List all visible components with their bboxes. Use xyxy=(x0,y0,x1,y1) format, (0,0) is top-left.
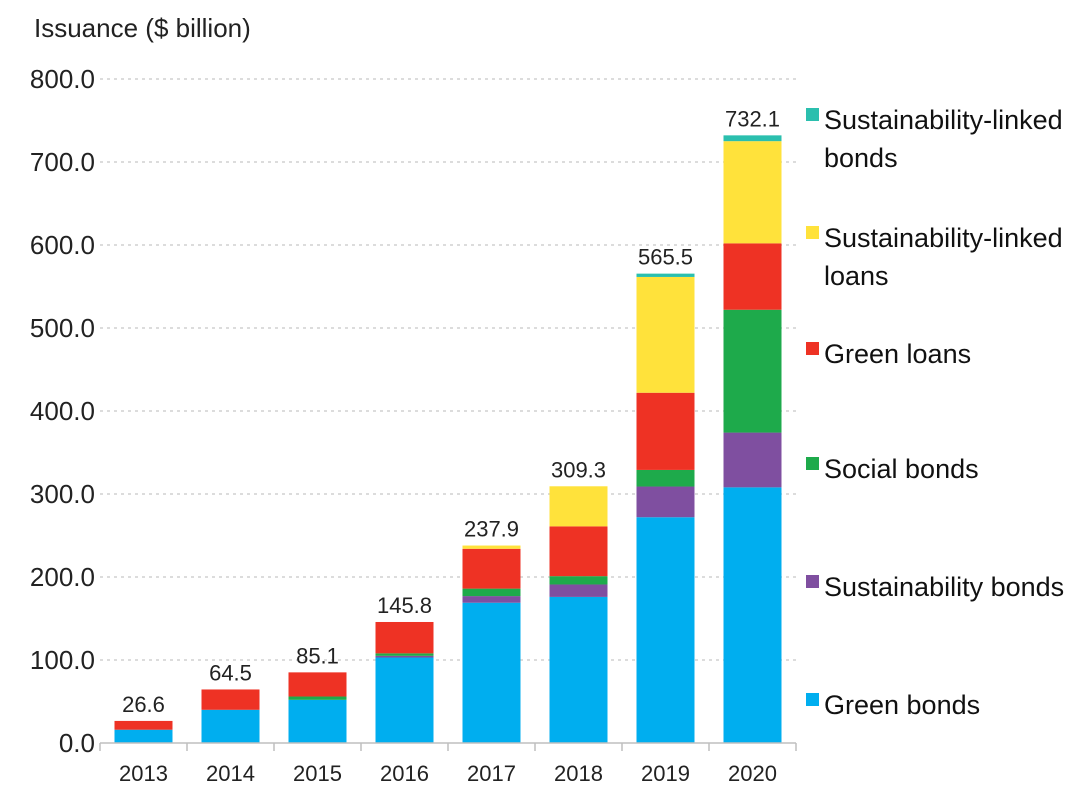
x-tick-label: 2013 xyxy=(119,761,168,786)
legend-label: bonds xyxy=(824,143,898,173)
bar-segment xyxy=(723,141,782,244)
legend: Sustainability-linked bonds Sustainability… xyxy=(806,105,1064,720)
bar-segment xyxy=(375,655,434,658)
total-label: 145.8 xyxy=(377,593,432,618)
legend-swatch xyxy=(806,693,819,706)
bar-segment xyxy=(462,545,521,549)
bar-segment xyxy=(549,486,608,527)
legend-label: Social bonds xyxy=(824,454,979,484)
bar-segment xyxy=(723,487,782,743)
bar-segment xyxy=(462,596,521,603)
bar-segment xyxy=(549,584,608,597)
bar-segment xyxy=(549,526,608,577)
legend-swatch xyxy=(806,457,819,470)
bar-segment xyxy=(375,657,434,743)
total-label: 565.5 xyxy=(638,245,693,270)
bar-segment xyxy=(723,243,782,310)
y-axis-label: Issuance ($ billion) xyxy=(34,13,251,43)
legend-swatch xyxy=(806,226,819,239)
bar-segment xyxy=(114,720,173,730)
y-tick-label: 0.0 xyxy=(59,728,95,758)
bar-segment xyxy=(114,729,173,743)
bar-segment xyxy=(636,273,695,277)
y-tick-label: 100.0 xyxy=(30,645,95,675)
x-tick-label: 2015 xyxy=(293,761,342,786)
bar-segment xyxy=(723,432,782,488)
legend-swatch xyxy=(806,575,819,588)
legend-label: Green loans xyxy=(824,339,971,369)
bar-segment xyxy=(288,696,347,700)
y-tick-label: 700.0 xyxy=(30,147,95,177)
bar-segment xyxy=(723,135,782,142)
y-tick-label: 400.0 xyxy=(30,396,95,426)
bar-segment xyxy=(462,588,521,597)
bar-segment xyxy=(723,309,782,433)
y-tick-label: 500.0 xyxy=(30,313,95,343)
bar-segment xyxy=(201,709,260,743)
total-label: 732.1 xyxy=(725,106,780,131)
total-label: 309.3 xyxy=(551,457,606,482)
bars xyxy=(114,135,782,743)
bar-segment xyxy=(636,392,695,470)
legend-label: loans xyxy=(824,261,889,291)
total-label: 64.5 xyxy=(209,660,252,685)
total-label: 26.6 xyxy=(122,692,165,717)
x-tick-label: 2018 xyxy=(554,761,603,786)
bar-segment xyxy=(549,576,608,585)
total-label: 237.9 xyxy=(464,517,519,542)
y-tick-label: 200.0 xyxy=(30,562,95,592)
y-axis-ticks: 0.0 100.0 200.0 300.0 400.0 500.0 600.0 700.0 80… xyxy=(30,64,95,758)
x-tick-label: 2019 xyxy=(641,761,690,786)
x-axis-ticks: 2013 2014 2015 2016 2017 2018 2019 2020 xyxy=(99,743,797,786)
legend-swatch xyxy=(806,108,819,121)
bar-segment xyxy=(549,596,608,743)
y-tick-label: 300.0 xyxy=(30,479,95,509)
total-labels: 26.6 64.5 85.1 145.8 237.9 309.3 565.5 732.1 xyxy=(122,106,780,717)
y-tick-label: 600.0 xyxy=(30,230,95,260)
legend-label: Sustainability-linked xyxy=(824,223,1063,253)
bar-segment xyxy=(288,699,347,743)
y-tick-label: 800.0 xyxy=(30,64,95,94)
bar-segment xyxy=(636,276,695,393)
bar-segment xyxy=(462,548,521,589)
legend-label: Sustainability-linked xyxy=(824,105,1063,135)
legend-label: Sustainability bonds xyxy=(824,572,1064,602)
legend-label: Green bonds xyxy=(824,690,980,720)
bar-segment xyxy=(636,517,695,743)
bar-segment xyxy=(375,621,434,654)
x-tick-label: 2014 xyxy=(206,761,255,786)
x-tick-label: 2017 xyxy=(467,761,516,786)
bar-segment xyxy=(636,469,695,487)
legend-swatch xyxy=(806,342,819,355)
bar-segment xyxy=(375,653,434,656)
bar-segment xyxy=(636,486,695,518)
bar-segment xyxy=(288,672,347,697)
x-tick-label: 2020 xyxy=(728,761,777,786)
bar-segment xyxy=(201,689,260,710)
bar-segment xyxy=(462,602,521,743)
total-label: 85.1 xyxy=(296,643,339,668)
x-tick-label: 2016 xyxy=(380,761,429,786)
